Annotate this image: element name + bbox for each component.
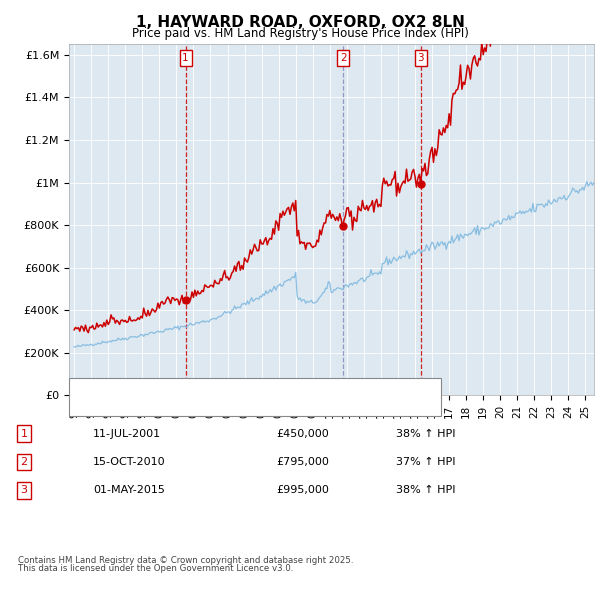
Text: £450,000: £450,000 bbox=[276, 429, 329, 438]
Text: 38% ↑ HPI: 38% ↑ HPI bbox=[396, 486, 455, 495]
Text: ——: —— bbox=[78, 382, 103, 395]
Text: Price paid vs. HM Land Registry's House Price Index (HPI): Price paid vs. HM Land Registry's House … bbox=[131, 27, 469, 40]
Text: Contains HM Land Registry data © Crown copyright and database right 2025.: Contains HM Land Registry data © Crown c… bbox=[18, 556, 353, 565]
Text: 37% ↑ HPI: 37% ↑ HPI bbox=[396, 457, 455, 467]
Text: 15-OCT-2010: 15-OCT-2010 bbox=[93, 457, 166, 467]
Text: ——: —— bbox=[78, 400, 103, 413]
Text: 1: 1 bbox=[182, 53, 189, 63]
Text: 1, HAYWARD ROAD, OXFORD, OX2 8LN: 1, HAYWARD ROAD, OXFORD, OX2 8LN bbox=[136, 15, 464, 30]
Text: 2: 2 bbox=[340, 53, 347, 63]
Text: £795,000: £795,000 bbox=[276, 457, 329, 467]
Text: 1: 1 bbox=[20, 429, 28, 438]
Text: 2: 2 bbox=[20, 457, 28, 467]
Text: This data is licensed under the Open Government Licence v3.0.: This data is licensed under the Open Gov… bbox=[18, 565, 293, 573]
Text: 01-MAY-2015: 01-MAY-2015 bbox=[93, 486, 165, 495]
Text: 11-JUL-2001: 11-JUL-2001 bbox=[93, 429, 161, 438]
Text: 1, HAYWARD ROAD, OXFORD, OX2 8LN (detached house): 1, HAYWARD ROAD, OXFORD, OX2 8LN (detach… bbox=[102, 384, 398, 394]
Text: 3: 3 bbox=[418, 53, 424, 63]
Text: HPI: Average price, detached house, Oxford: HPI: Average price, detached house, Oxfo… bbox=[102, 401, 330, 411]
Text: 3: 3 bbox=[20, 486, 28, 495]
Text: £995,000: £995,000 bbox=[276, 486, 329, 495]
Text: 38% ↑ HPI: 38% ↑ HPI bbox=[396, 429, 455, 438]
